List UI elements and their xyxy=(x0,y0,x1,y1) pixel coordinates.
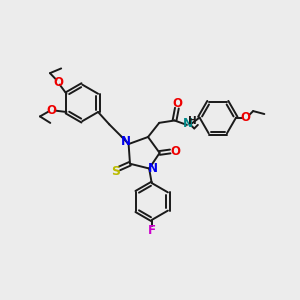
Text: S: S xyxy=(111,165,120,178)
Text: N: N xyxy=(148,162,158,175)
Text: N: N xyxy=(183,117,193,130)
Text: O: O xyxy=(172,97,182,110)
Text: F: F xyxy=(148,224,156,236)
Text: H: H xyxy=(188,116,197,126)
Text: O: O xyxy=(170,145,181,158)
Text: O: O xyxy=(53,76,63,89)
Text: O: O xyxy=(241,111,250,124)
Text: O: O xyxy=(46,104,56,117)
Text: N: N xyxy=(121,135,131,148)
